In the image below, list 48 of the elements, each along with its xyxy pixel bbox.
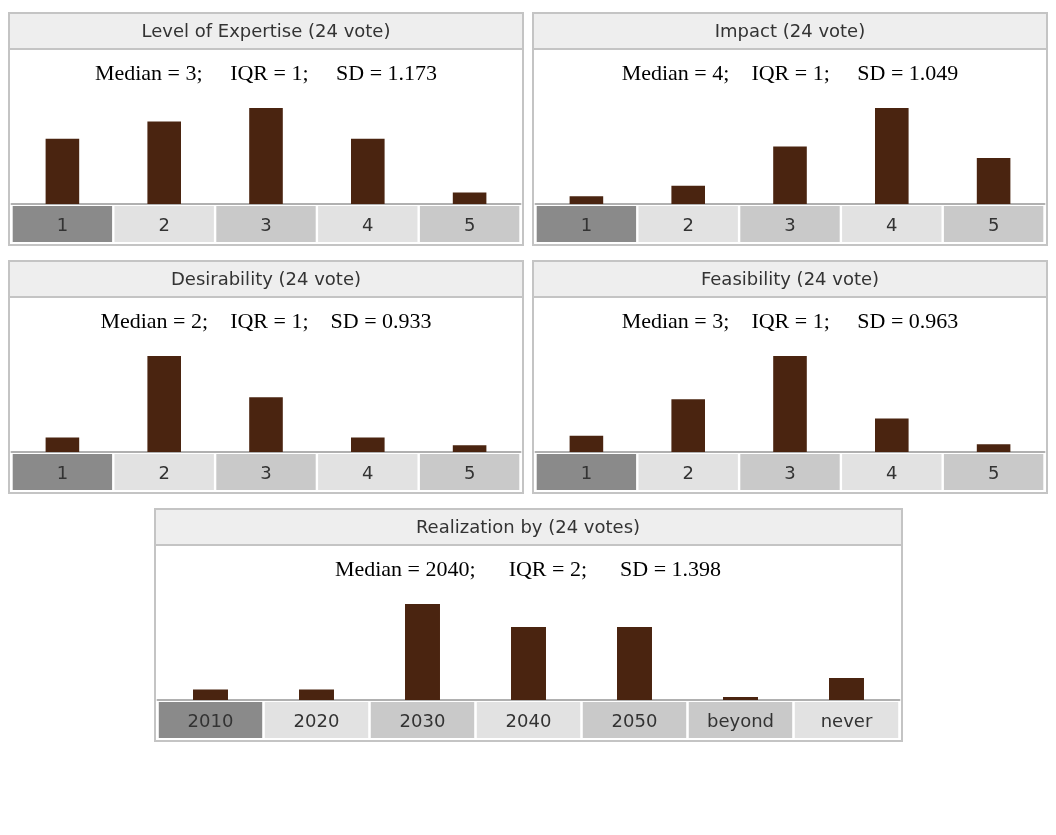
x-tick-label: 3 [260, 213, 272, 235]
x-tick-label: 1 [580, 213, 593, 235]
x-tick-label: 2010 [187, 709, 233, 731]
x-tick-label: 5 [463, 213, 476, 235]
x-tick-label: 1 [56, 461, 69, 483]
chart-title: Feasibility (24 vote) [534, 262, 1046, 298]
bar [452, 192, 487, 204]
bar [351, 437, 385, 452]
bar [569, 435, 604, 452]
bar [298, 689, 334, 700]
x-tick-label: 2050 [611, 709, 657, 731]
x-tick-label: 4 [362, 461, 374, 483]
x-tick-label: 2 [158, 213, 170, 235]
chart-subtitle: Median = 4; IQR = 1; SD = 1.049 [620, 59, 960, 87]
x-tick-label: beyond [706, 709, 774, 731]
x-tick-label: 5 [463, 461, 476, 483]
x-tick-label: never [820, 709, 873, 731]
bar [45, 437, 80, 452]
x-tick-label: 2 [682, 461, 694, 483]
x-tick-label: 2 [682, 213, 694, 235]
x-tick-label: 2040 [505, 709, 551, 731]
chart-subtitle: Median = 3; IQR = 1; SD = 0.963 [620, 307, 960, 335]
x-tick-label: 5 [987, 461, 1000, 483]
bar [569, 196, 604, 204]
bar [452, 445, 487, 452]
chart-subtitle: Median = 3; IQR = 1; SD = 1.173 [93, 59, 439, 87]
x-tick-label: 4 [362, 213, 374, 235]
x-tick-label: 5 [987, 213, 1000, 235]
x-tick-label: 3 [784, 213, 796, 235]
x-tick-label: 3 [784, 461, 796, 483]
chart-title: Impact (24 vote) [534, 14, 1046, 50]
chart-title: Level of Expertise (24 vote) [10, 14, 522, 50]
x-tick-label: 3 [260, 461, 272, 483]
bar [722, 697, 758, 700]
x-tick-label: 2 [158, 461, 170, 483]
x-tick-label: 2030 [399, 709, 445, 731]
x-tick-label: 1 [580, 461, 593, 483]
chart-title: Realization by (24 votes) [155, 510, 901, 546]
x-tick-label: 2020 [293, 709, 339, 731]
chart-subtitle: Median = 2; IQR = 1; SD = 0.933 [99, 307, 433, 335]
x-tick-label: 4 [886, 461, 898, 483]
x-tick-label: 1 [56, 213, 69, 235]
bar [976, 444, 1011, 452]
chart-title: Desirability (24 vote) [10, 262, 522, 298]
bar [192, 689, 228, 700]
chart-subtitle: Median = 2040; IQR = 2; SD = 1.398 [333, 555, 723, 583]
bar [671, 185, 705, 204]
x-tick-label: 4 [886, 213, 898, 235]
